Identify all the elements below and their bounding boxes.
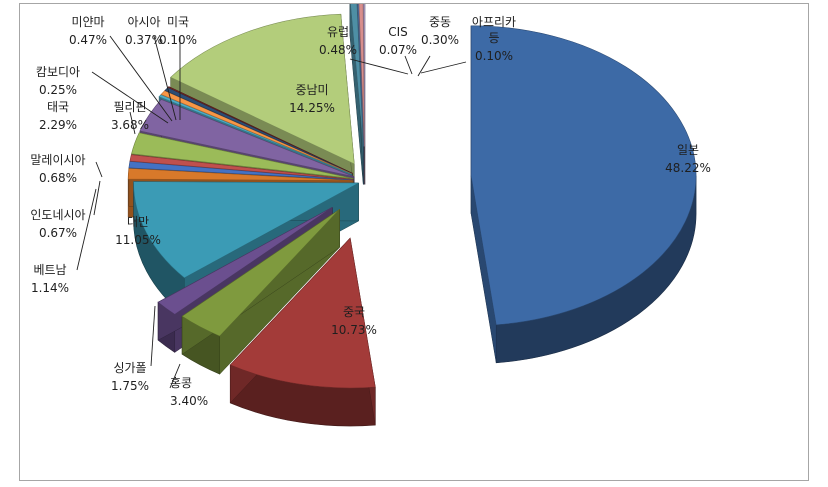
slice-percent-17: 0.30% <box>421 33 459 47</box>
slice-name-11: 미얀마 <box>71 15 104 29</box>
leader-line-12 <box>153 35 177 121</box>
slice-name-4: 대만 <box>127 215 149 229</box>
slice-label-6: 인도네시아 0.67% <box>30 208 85 240</box>
slice-name-9: 필리핀 <box>113 100 146 114</box>
slice-10 <box>158 94 353 175</box>
slice-name-18: 등 <box>488 31 499 45</box>
slice-6 <box>128 161 354 181</box>
leader-line-3 <box>150 305 156 367</box>
slice-name-1: 중국 <box>343 305 365 319</box>
leader-line-17 <box>417 55 431 77</box>
slice-label-12: 아시아 0.37% <box>125 15 163 47</box>
slice-label-10: 캄보디아 0.25% <box>36 65 80 97</box>
slice-label-11: 미얀마 0.47% <box>69 15 107 47</box>
slice-name-10: 캄보디아 <box>36 65 80 79</box>
slice-percent-3: 1.75% <box>111 379 149 393</box>
slice-percent-16: 0.07% <box>379 43 417 57</box>
slice-14 <box>170 13 355 165</box>
slice-3 <box>157 207 333 315</box>
leader-line-15 <box>349 58 409 75</box>
slice-percent-9: 3.68% <box>111 118 149 132</box>
slice-name-13: 미국 <box>167 15 189 29</box>
leader-line-2 <box>169 363 181 389</box>
slice-percent-13: 0.10% <box>159 33 197 47</box>
leader-line-7 <box>95 161 103 178</box>
leader-line-10 <box>91 71 169 124</box>
slice-label-7: 말레이시아 0.68% <box>30 153 85 185</box>
slice-percent-2: 3.40% <box>170 394 208 408</box>
slice-5 <box>127 168 354 181</box>
chart-frame: 일본 48.22% 중국 10.73% 홍콩 3.40% 싱가폴 1.75% 대만 11.05% 베… <box>19 3 809 481</box>
slice-4 <box>133 181 359 279</box>
slice-name-5: 베트남 <box>33 263 66 277</box>
slice-percent-8: 2.29% <box>39 118 77 132</box>
slice-percent-10: 0.25% <box>39 83 77 97</box>
slice-name-0: 일본 <box>677 143 699 157</box>
slice-18 <box>363 4 366 147</box>
slice-11 <box>160 90 353 174</box>
leader-line-16 <box>404 55 413 75</box>
slice-percent-7: 0.68% <box>39 171 77 185</box>
slice-label-1: 중국 10.73% <box>331 305 377 337</box>
slice-15 <box>350 4 364 147</box>
slice-label-9: 필리핀 3.68% <box>111 100 149 132</box>
slice-percent-5: 1.14% <box>31 281 69 295</box>
slice-name-2: 홍콩 <box>170 376 192 390</box>
slice-0 <box>470 25 697 326</box>
slice-name-3: 싱가폴 <box>113 361 146 375</box>
slice-name-6: 인도네시아 <box>30 208 85 222</box>
slice-percent-0: 48.22% <box>665 161 711 175</box>
leader-line-5 <box>76 188 97 271</box>
slice-name-18: 아프리카 <box>472 15 516 29</box>
slice-percent-6: 0.67% <box>39 226 77 240</box>
slice-2 <box>181 208 340 337</box>
slice-17 <box>358 4 365 147</box>
leader-line-6 <box>93 180 101 216</box>
slice-label-15: 유럽 0.48% <box>319 25 357 57</box>
slice-9 <box>139 99 355 177</box>
slice-7 <box>129 154 354 180</box>
slice-label-5: 베트남 1.14% <box>31 263 69 295</box>
slice-percent-12: 0.37% <box>125 33 163 47</box>
slice-label-4: 대만 11.05% <box>115 215 161 247</box>
leader-line-18 <box>420 61 467 74</box>
slice-name-7: 말레이시아 <box>30 153 85 167</box>
slice-label-14: 중남미 14.25% <box>289 83 335 115</box>
slice-name-16: CIS <box>388 25 408 39</box>
slice-name-14: 중남미 <box>295 83 328 97</box>
slice-percent-14: 14.25% <box>289 101 335 115</box>
slice-13 <box>167 86 353 174</box>
slice-label-8: 태국 2.29% <box>39 100 77 132</box>
slice-name-12: 아시아 <box>127 15 160 29</box>
slice-name-15: 유럽 <box>327 25 349 39</box>
leader-line-11 <box>109 35 173 122</box>
slice-label-16: CIS 0.07% <box>379 25 417 57</box>
slice-percent-4: 11.05% <box>115 233 161 247</box>
slice-name-8: 태국 <box>47 100 69 114</box>
leader-line-9 <box>129 111 136 135</box>
slice-label-17: 중동 0.30% <box>421 15 459 47</box>
slice-label-0: 일본 48.22% <box>665 143 711 175</box>
slice-percent-11: 0.47% <box>69 33 107 47</box>
slice-percent-18: 0.10% <box>475 49 513 63</box>
slice-label-3: 싱가폴 1.75% <box>111 361 149 393</box>
slice-name-17: 중동 <box>429 15 451 29</box>
slice-percent-1: 10.73% <box>331 323 377 337</box>
slice-percent-15: 0.48% <box>319 43 357 57</box>
slice-1 <box>229 237 376 389</box>
pie-chart: 일본 48.22% 중국 10.73% 홍콩 3.40% 싱가폴 1.75% 대만 11.05% 베… <box>30 4 711 427</box>
slice-8 <box>131 132 354 179</box>
slice-label-13: 미국 0.10% <box>159 15 197 47</box>
slice-label-2: 홍콩 3.40% <box>170 376 208 408</box>
